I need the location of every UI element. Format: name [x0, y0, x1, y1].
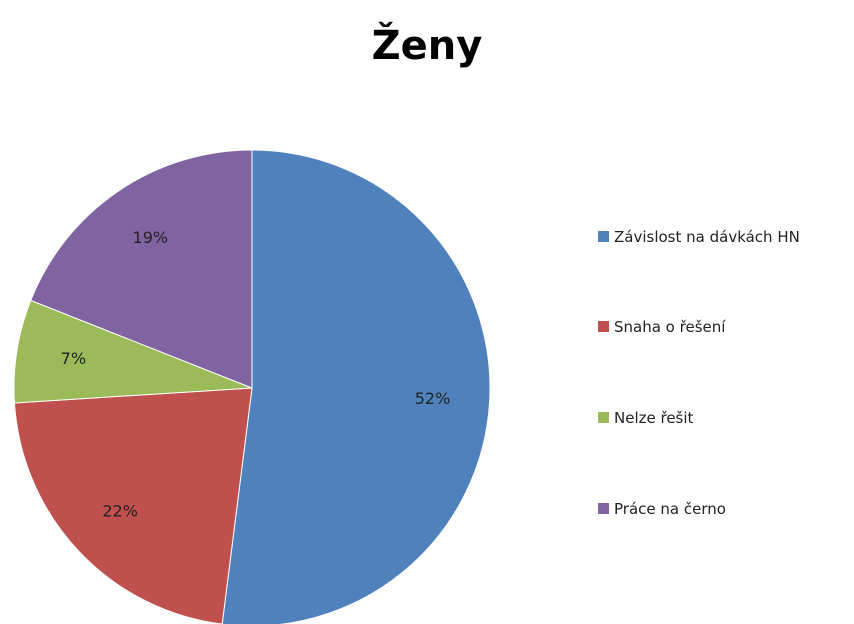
pie-slice	[221, 149, 491, 624]
legend-swatch	[598, 503, 609, 514]
pie-slice	[13, 387, 253, 624]
pie-slice	[13, 299, 253, 404]
data-label: 52%	[415, 389, 451, 408]
data-label: 7%	[61, 349, 86, 368]
chart-title: Ženy	[372, 21, 483, 69]
pie-slice	[30, 149, 253, 389]
legend-swatch	[598, 412, 609, 423]
legend-swatch	[598, 231, 609, 242]
legend-label: Snaha o řešení	[614, 318, 726, 336]
legend-label: Práce na černo	[614, 500, 726, 518]
legend-item: Práce na černo	[598, 498, 854, 520]
legend-swatch	[598, 321, 609, 332]
legend-item: Nelze řešit	[598, 407, 854, 429]
legend-item: Snaha o řešení	[598, 316, 854, 338]
data-label: 22%	[102, 501, 138, 520]
data-label: 19%	[133, 228, 169, 247]
legend-label: Nelze řešit	[614, 409, 694, 427]
legend-label: Závislost na dávkách HN	[614, 228, 800, 246]
legend-item: Závislost na dávkách HN	[598, 226, 814, 248]
